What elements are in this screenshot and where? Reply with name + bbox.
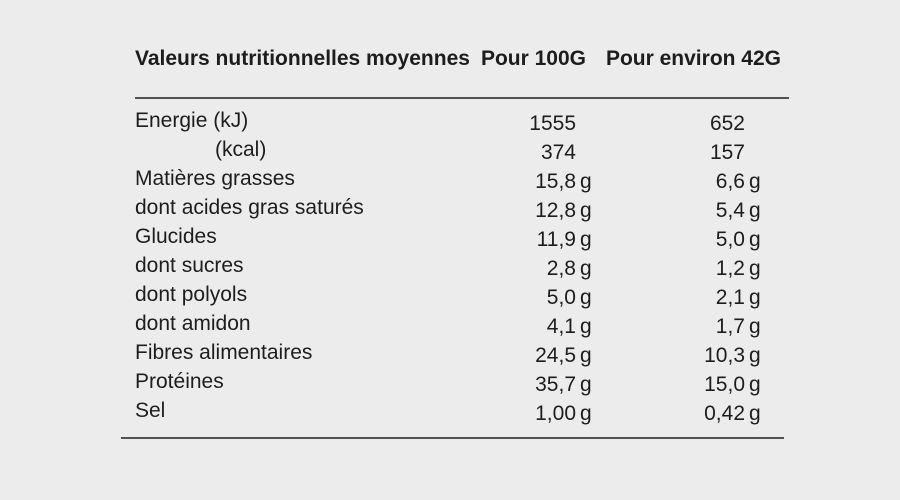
value-unit: g: [580, 227, 592, 251]
value-number: 1555: [529, 111, 576, 135]
value-per-42g: 6,6 g: [600, 170, 789, 194]
table-header-row: Valeurs nutritionnelles moyennes Pour 10…: [135, 45, 789, 99]
value-number: 2,1: [715, 285, 745, 309]
row-label: Glucides: [135, 224, 217, 248]
column-header-per-42g: Pour environ 42G: [605, 47, 781, 70]
value-per-100g: 2,8 g: [480, 257, 600, 281]
value-per-42g: 0,42 g: [600, 402, 789, 426]
value-per-100g: 5,0 g: [480, 286, 600, 310]
value-per-100g: 35,7 g: [480, 373, 600, 397]
row-label: dont polyols: [135, 282, 248, 306]
value-unit: [576, 112, 592, 136]
value-unit: g: [580, 372, 592, 396]
value-number: 5,0: [715, 227, 745, 251]
value-per-100g: 1555: [480, 112, 600, 136]
value-unit: [745, 112, 761, 136]
value-number: 1,2: [715, 256, 745, 280]
value-unit: g: [749, 401, 761, 425]
value-number: 4,1: [546, 314, 576, 338]
value-number: 15,8: [535, 169, 576, 193]
value-per-100g: 24,5 g: [480, 344, 600, 368]
table-body: Energie (kJ) 1555 652 (kcal) 374 157 Matières …: [135, 99, 789, 425]
table-row: Energie (kJ) 1555 652: [135, 106, 789, 135]
row-label: dont acides gras saturés: [135, 195, 364, 219]
value-per-100g: 12,8 g: [480, 199, 600, 223]
value-unit: g: [749, 169, 761, 193]
row-label: dont amidon: [135, 311, 251, 335]
value-unit: g: [749, 227, 761, 251]
table-row: dont acides gras saturés 12,8 g 5,4 g: [135, 193, 789, 222]
row-label: Protéines: [135, 369, 224, 393]
nutrition-table: Valeurs nutritionnelles moyennes Pour 10…: [121, 45, 789, 439]
value-per-42g: 652: [600, 112, 789, 136]
value-per-42g: 10,3 g: [600, 344, 789, 368]
value-per-42g: 157: [600, 141, 789, 165]
value-unit: g: [580, 256, 592, 280]
table-row: dont polyols 5,0 g 2,1 g: [135, 280, 789, 309]
value-number: 24,5: [535, 343, 576, 367]
value-number: 5,4: [715, 198, 745, 222]
value-per-100g: 15,8 g: [480, 170, 600, 194]
row-label: (kcal): [215, 137, 267, 161]
value-per-42g: 5,4 g: [600, 199, 789, 223]
value-number: 11,9: [536, 227, 576, 251]
value-per-100g: 374: [480, 141, 600, 165]
value-number: 35,7: [535, 372, 576, 396]
value-unit: [576, 141, 592, 165]
table-row: dont amidon 4,1 g 1,7 g: [135, 309, 789, 338]
value-unit: g: [580, 343, 592, 367]
value-unit: g: [749, 198, 761, 222]
table-row: Sel 1,00 g 0,42 g: [135, 396, 789, 425]
value-number: 10,3: [704, 343, 745, 367]
value-number: 374: [540, 140, 576, 164]
value-unit: g: [580, 198, 592, 222]
value-unit: g: [749, 343, 761, 367]
table-row: Glucides 11,9 g 5,0 g: [135, 222, 789, 251]
value-number: 12,8: [535, 198, 576, 222]
column-header-per-100g: Pour 100G: [480, 47, 586, 70]
value-unit: [745, 141, 761, 165]
value-unit: g: [580, 285, 592, 309]
value-unit: g: [749, 372, 761, 396]
value-unit: g: [749, 314, 761, 338]
table-row: Fibres alimentaires 24,5 g 10,3 g: [135, 338, 789, 367]
row-label: Matières grasses: [135, 166, 295, 190]
value-per-42g: 5,0 g: [600, 228, 789, 252]
value-number: 6,6: [715, 169, 745, 193]
row-label: Energie (kJ): [135, 108, 249, 132]
table-row: dont sucres 2,8 g 1,2 g: [135, 251, 789, 280]
value-per-42g: 1,7 g: [600, 315, 789, 339]
value-number: 5,0: [546, 285, 576, 309]
table-row: Matières grasses 15,8 g 6,6 g: [135, 164, 789, 193]
row-label: dont sucres: [135, 253, 244, 277]
value-number: 2,8: [546, 256, 576, 280]
table-row: (kcal) 374 157: [135, 135, 789, 164]
value-unit: g: [749, 285, 761, 309]
row-label: Fibres alimentaires: [135, 340, 313, 364]
value-unit: g: [749, 256, 761, 280]
value-per-42g: 15,0 g: [600, 373, 789, 397]
value-per-42g: 1,2 g: [600, 257, 789, 281]
value-number: 652: [709, 111, 745, 135]
value-per-42g: 2,1 g: [600, 286, 789, 310]
value-number: 0,42: [704, 401, 745, 425]
value-per-100g: 4,1 g: [480, 315, 600, 339]
value-per-100g: 1,00 g: [480, 402, 600, 426]
table-bottom-rule: [121, 437, 784, 439]
value-number: 1,00: [535, 401, 576, 425]
value-number: 15,0: [704, 372, 745, 396]
value-unit: g: [580, 314, 592, 338]
value-unit: g: [580, 169, 592, 193]
column-header-nutrition-values: Valeurs nutritionnelles moyennes: [135, 47, 470, 70]
value-number: 1,7: [715, 314, 745, 338]
value-unit: g: [580, 401, 592, 425]
table-row: Protéines 35,7 g 15,0 g: [135, 367, 789, 396]
row-label: Sel: [135, 398, 166, 422]
value-per-100g: 11,9 g: [480, 228, 600, 252]
value-number: 157: [709, 140, 745, 164]
